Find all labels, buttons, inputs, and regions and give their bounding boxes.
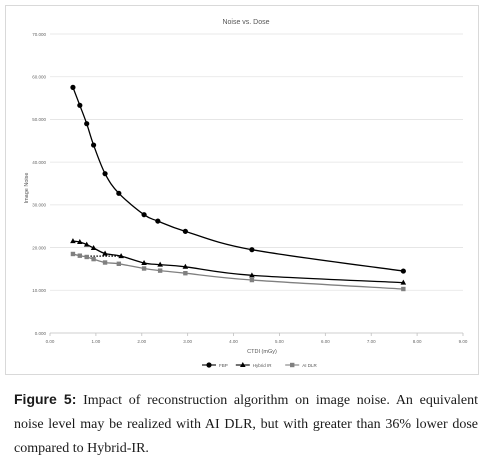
square-marker: [290, 362, 295, 368]
circle-marker: [206, 362, 212, 368]
circle-marker: [400, 268, 406, 274]
circle-marker: [84, 121, 90, 127]
x-tick-label: 1.00: [92, 339, 101, 344]
square-marker: [116, 261, 122, 267]
y-tick-label: 30.000: [32, 203, 46, 208]
y-tick-label: 50.000: [32, 117, 46, 122]
x-tick-label: 4.00: [229, 339, 238, 344]
x-tick-label: 6.00: [321, 339, 330, 344]
x-tick-label: 3.00: [183, 339, 192, 344]
triangle-marker: [83, 241, 90, 247]
gridlines: [50, 33, 463, 334]
square-marker: [70, 251, 76, 257]
legend: FBP Hybrid IR AI DLR: [202, 362, 317, 368]
triangle-marker: [141, 259, 147, 265]
circle-marker: [155, 218, 161, 224]
triangle-marker: [118, 253, 124, 259]
circle-marker: [182, 228, 188, 234]
triangle-marker: [70, 238, 76, 244]
square-marker: [141, 266, 147, 271]
square-marker: [84, 254, 89, 260]
triangle-marker: [249, 272, 255, 278]
triangle-marker: [77, 239, 83, 245]
series-ai-dlr: [70, 251, 406, 292]
square-marker: [91, 256, 96, 262]
series-hybrid-ir: [70, 238, 407, 285]
chart-title: Noise vs. Dose: [222, 19, 269, 26]
legend-item: FBP: [202, 362, 228, 368]
x-tick-label: 2.00: [137, 339, 146, 344]
series-line: [72, 253, 404, 290]
circle-marker: [141, 212, 147, 218]
series-line: [72, 87, 404, 272]
square-marker: [157, 268, 163, 273]
y-tick-label: 20.000: [32, 245, 46, 250]
triangle-marker: [102, 250, 108, 256]
triangle-marker: [400, 279, 407, 285]
triangle-marker: [90, 244, 97, 250]
x-tick-label: 9.00: [459, 339, 468, 344]
square-marker: [77, 253, 83, 258]
y-tick-label: 10.000: [32, 288, 46, 293]
square-marker: [183, 271, 188, 276]
series-fbp: [70, 84, 406, 274]
axes: 0.000 10.000 20.000 30.000 40.000 50.000 60.00…: [32, 32, 468, 344]
square-marker: [102, 260, 108, 265]
x-tick-label: 8.00: [413, 339, 422, 344]
triangle-marker: [182, 263, 189, 269]
square-marker: [401, 286, 406, 292]
x-tick-label: 7.00: [367, 339, 376, 344]
triangle-marker: [157, 261, 163, 267]
figure-caption: Figure 5: Impact of reconstruction algor…: [14, 387, 478, 461]
legend-label: FBP: [219, 363, 228, 368]
legend-label: Hybrid IR: [253, 363, 273, 368]
triangle-marker: [240, 362, 246, 367]
noise-vs-dose-chart: Noise vs. Dose 0.000 10.000 20.000 30.000 40…: [24, 19, 468, 368]
circle-marker: [77, 102, 83, 108]
legend-item: AI DLR: [285, 362, 317, 368]
figure-caption-text: Impact of reconstruction algorithm on im…: [14, 393, 478, 456]
x-tick-label: 0.00: [46, 339, 55, 344]
series-layer: [70, 84, 407, 292]
circle-marker: [70, 84, 76, 90]
chart-container: Noise vs. Dose 0.000 10.000 20.000 30.000 40…: [5, 5, 479, 375]
circle-marker: [116, 190, 122, 196]
y-tick-label: 40.000: [32, 160, 46, 165]
legend-item: Hybrid IR: [235, 362, 273, 368]
circle-marker: [102, 171, 108, 177]
circle-marker: [249, 247, 255, 253]
legend-label: AI DLR: [302, 363, 317, 368]
figure-label: Figure 5:: [14, 391, 77, 407]
x-tick-label: 5.00: [275, 339, 284, 344]
y-tick-label: 60.000: [32, 75, 46, 80]
x-axis-label: CTDI (mGy): [247, 349, 277, 355]
circle-marker: [90, 142, 97, 148]
y-tick-label: 70.000: [32, 32, 46, 37]
y-tick-label: 0.000: [35, 331, 47, 336]
y-axis-label: Image Noise: [24, 173, 30, 204]
square-marker: [249, 277, 255, 283]
